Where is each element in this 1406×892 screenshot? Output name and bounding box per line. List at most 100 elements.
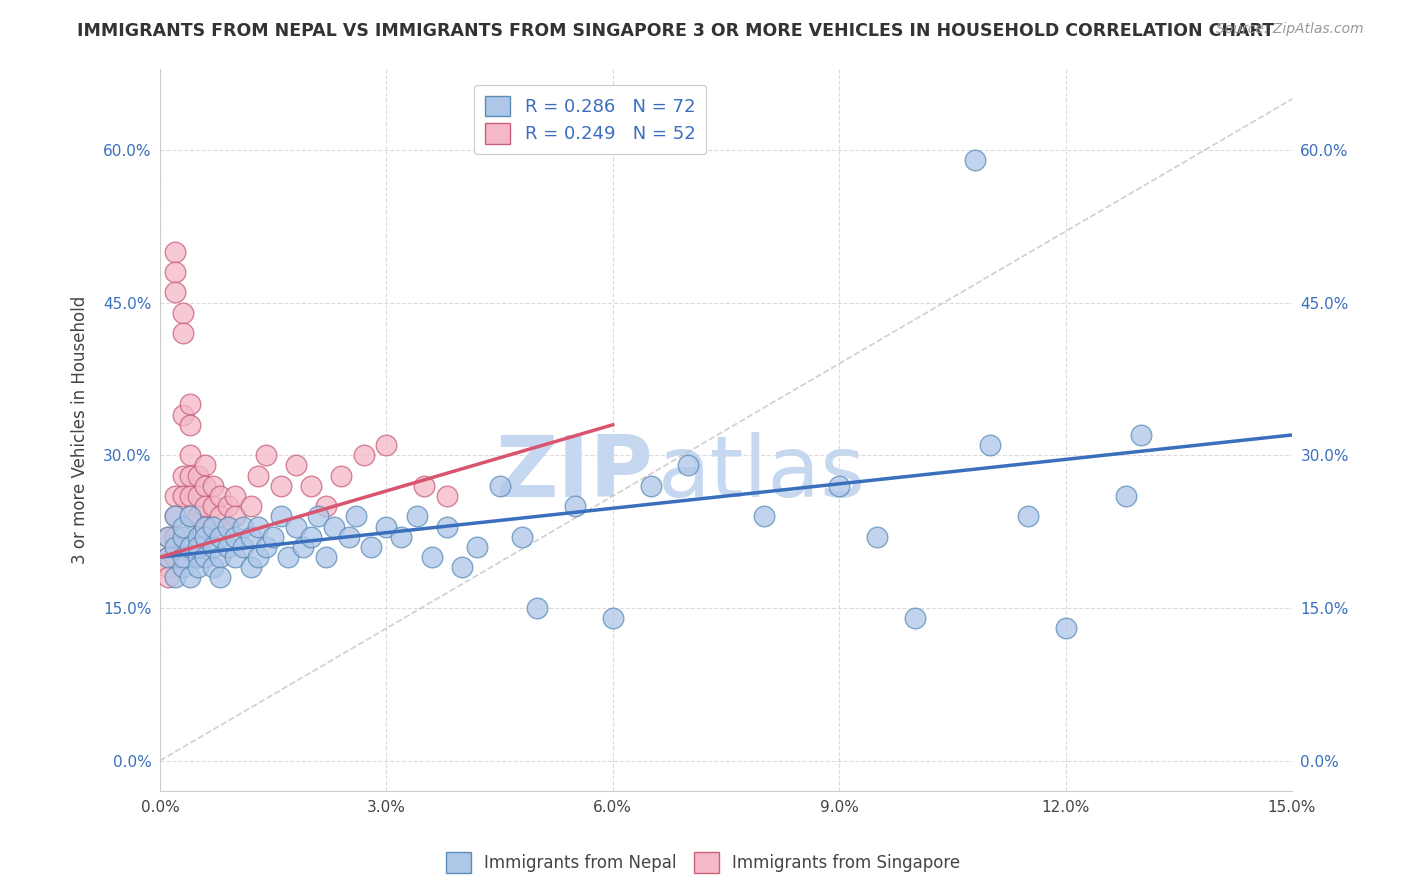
Point — [640, 479, 662, 493]
Point — [866, 530, 889, 544]
Point — [602, 611, 624, 625]
Point — [165, 285, 187, 300]
Point — [254, 448, 277, 462]
Point — [172, 489, 194, 503]
Point — [187, 509, 209, 524]
Point — [353, 448, 375, 462]
Point — [224, 509, 246, 524]
Point — [209, 509, 232, 524]
Point — [187, 530, 209, 544]
Point — [194, 530, 217, 544]
Point — [413, 479, 436, 493]
Point — [315, 500, 337, 514]
Point — [187, 489, 209, 503]
Point — [194, 519, 217, 533]
Point — [165, 509, 187, 524]
Point — [270, 479, 292, 493]
Point — [156, 570, 179, 584]
Point — [360, 540, 382, 554]
Point — [165, 540, 187, 554]
Point — [450, 560, 472, 574]
Point — [1130, 428, 1153, 442]
Point — [262, 530, 284, 544]
Point — [194, 500, 217, 514]
Legend: R = 0.286   N = 72, R = 0.249   N = 52: R = 0.286 N = 72, R = 0.249 N = 52 — [474, 85, 706, 154]
Point — [179, 509, 201, 524]
Point — [172, 326, 194, 341]
Point — [179, 468, 201, 483]
Point — [172, 530, 194, 544]
Point — [209, 550, 232, 565]
Point — [436, 519, 458, 533]
Point — [375, 519, 398, 533]
Point — [179, 448, 201, 462]
Point — [465, 540, 488, 554]
Text: IMMIGRANTS FROM NEPAL VS IMMIGRANTS FROM SINGAPORE 3 OR MORE VEHICLES IN HOUSEHO: IMMIGRANTS FROM NEPAL VS IMMIGRANTS FROM… — [77, 22, 1274, 40]
Point — [299, 530, 322, 544]
Point — [201, 540, 224, 554]
Point — [179, 417, 201, 432]
Point — [224, 530, 246, 544]
Legend: Immigrants from Nepal, Immigrants from Singapore: Immigrants from Nepal, Immigrants from S… — [439, 846, 967, 880]
Point — [963, 153, 986, 168]
Point — [1017, 509, 1039, 524]
Point — [224, 489, 246, 503]
Point — [201, 519, 224, 533]
Point — [156, 550, 179, 565]
Point — [405, 509, 427, 524]
Point — [299, 479, 322, 493]
Point — [254, 540, 277, 554]
Point — [179, 540, 201, 554]
Point — [828, 479, 851, 493]
Point — [156, 560, 179, 574]
Point — [179, 397, 201, 411]
Point — [330, 468, 353, 483]
Point — [526, 601, 548, 615]
Point — [239, 560, 262, 574]
Point — [678, 458, 700, 473]
Point — [510, 530, 533, 544]
Point — [187, 468, 209, 483]
Point — [232, 540, 254, 554]
Point — [165, 489, 187, 503]
Point — [284, 519, 307, 533]
Point — [979, 438, 1001, 452]
Point — [172, 560, 194, 574]
Point — [224, 550, 246, 565]
Point — [247, 468, 270, 483]
Point — [344, 509, 367, 524]
Point — [209, 530, 232, 544]
Point — [315, 550, 337, 565]
Point — [488, 479, 510, 493]
Point — [217, 500, 239, 514]
Point — [420, 550, 443, 565]
Point — [194, 519, 217, 533]
Point — [165, 265, 187, 279]
Point — [239, 500, 262, 514]
Point — [194, 550, 217, 565]
Point — [156, 530, 179, 544]
Point — [172, 306, 194, 320]
Point — [172, 519, 194, 533]
Point — [172, 550, 194, 565]
Point — [194, 479, 217, 493]
Point — [201, 479, 224, 493]
Point — [201, 519, 224, 533]
Point — [201, 500, 224, 514]
Point — [232, 519, 254, 533]
Point — [179, 489, 201, 503]
Point — [187, 550, 209, 565]
Point — [165, 570, 187, 584]
Point — [284, 458, 307, 473]
Point — [156, 530, 179, 544]
Point — [165, 244, 187, 259]
Point — [752, 509, 775, 524]
Point — [172, 408, 194, 422]
Point — [187, 550, 209, 565]
Point — [165, 509, 187, 524]
Text: atlas: atlas — [658, 432, 866, 515]
Point — [187, 540, 209, 554]
Text: ZIP: ZIP — [495, 432, 652, 515]
Point — [564, 500, 586, 514]
Point — [194, 458, 217, 473]
